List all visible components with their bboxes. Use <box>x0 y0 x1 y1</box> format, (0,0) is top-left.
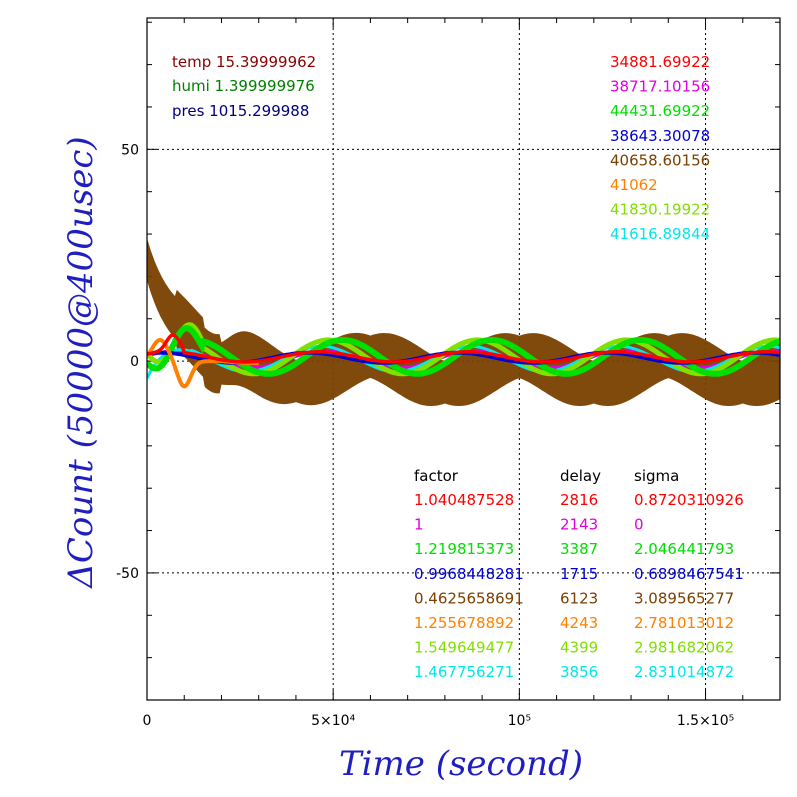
env-temp: temp 15.39999962 <box>172 53 316 71</box>
env-humi: humi 1.399999976 <box>172 77 315 95</box>
sigma-value: 0.8720310926 <box>634 491 744 509</box>
factor-value: 0.9968448281 <box>414 565 524 583</box>
factor-value: 1.040487528 <box>414 491 514 509</box>
x-tick-label: 0 <box>143 713 152 729</box>
table-header-factor: factor <box>414 467 459 485</box>
baseline-list: 34881.69922 38717.10156 44431.69922 38643.3… <box>610 53 710 243</box>
delay-value: 6123 <box>560 589 598 607</box>
baseline-value: 40658.60156 <box>610 151 710 169</box>
sigma-value: 0.6898467541 <box>634 565 744 583</box>
x-axis-label: Time (second) <box>339 744 583 784</box>
factor-value: 1.255678892 <box>414 614 514 632</box>
sigma-value: 3.089565277 <box>634 589 734 607</box>
factor-value: 1.219815373 <box>414 540 514 558</box>
baseline-value: 41616.89844 <box>610 225 710 243</box>
y-tick-label: 50 <box>121 142 139 158</box>
y-tick-label: -50 <box>116 566 139 582</box>
delay-value: 2816 <box>560 491 598 509</box>
factor-value: 1 <box>414 516 424 534</box>
stats-table: factor delay sigma 1.040487528 2816 0.8720… <box>414 467 744 681</box>
x-tick-label: 1.5×10⁵ <box>677 713 734 729</box>
baseline-value: 38643.30078 <box>610 127 710 145</box>
table-header-sigma: sigma <box>634 467 679 485</box>
plot-frame <box>146 17 781 701</box>
delay-value: 3856 <box>560 663 598 681</box>
baseline-value: 44431.69922 <box>610 102 710 120</box>
table-header-delay: delay <box>560 467 601 485</box>
series-line <box>147 333 780 364</box>
y-tick-label: 0 <box>130 354 139 370</box>
env-legend: temp 15.39999962 humi 1.399999976 pres 1… <box>172 53 316 120</box>
sigma-value: 2.831014872 <box>634 663 734 681</box>
x-tick-label: 10⁵ <box>508 713 531 729</box>
factor-value: 1.549649477 <box>414 639 514 657</box>
x-tick-label: 5×10⁴ <box>311 713 355 729</box>
baseline-value: 41062 <box>610 176 658 194</box>
series-band <box>147 238 780 406</box>
sigma-value: 2.046441793 <box>634 540 734 558</box>
sigma-value: 2.981682062 <box>634 639 734 657</box>
delay-value: 3387 <box>560 540 598 558</box>
tick-labels: 0 5×10⁴ 10⁵ 1.5×10⁵ 50 0 -50 <box>116 142 734 729</box>
delay-value: 2143 <box>560 516 598 534</box>
baseline-value: 41830.19922 <box>610 201 710 219</box>
env-pres: pres 1015.299988 <box>172 102 309 120</box>
sigma-value: 0 <box>634 516 644 534</box>
delay-value: 4243 <box>560 614 598 632</box>
sigma-value: 2.781013012 <box>634 614 734 632</box>
delay-value: 4399 <box>560 639 598 657</box>
y-axis-label: ΔCount (50000@400usec) <box>61 136 101 589</box>
series-layer <box>147 238 780 406</box>
delay-value: 1715 <box>560 565 598 583</box>
factor-value: 0.4625658691 <box>414 589 524 607</box>
stats-rows: 1.040487528 2816 0.8720310926 1 2143 0 1.21981… <box>414 491 744 681</box>
factor-value: 1.467756271 <box>414 663 514 681</box>
baseline-value: 38717.10156 <box>610 78 710 96</box>
baseline-value: 34881.69922 <box>610 53 710 71</box>
